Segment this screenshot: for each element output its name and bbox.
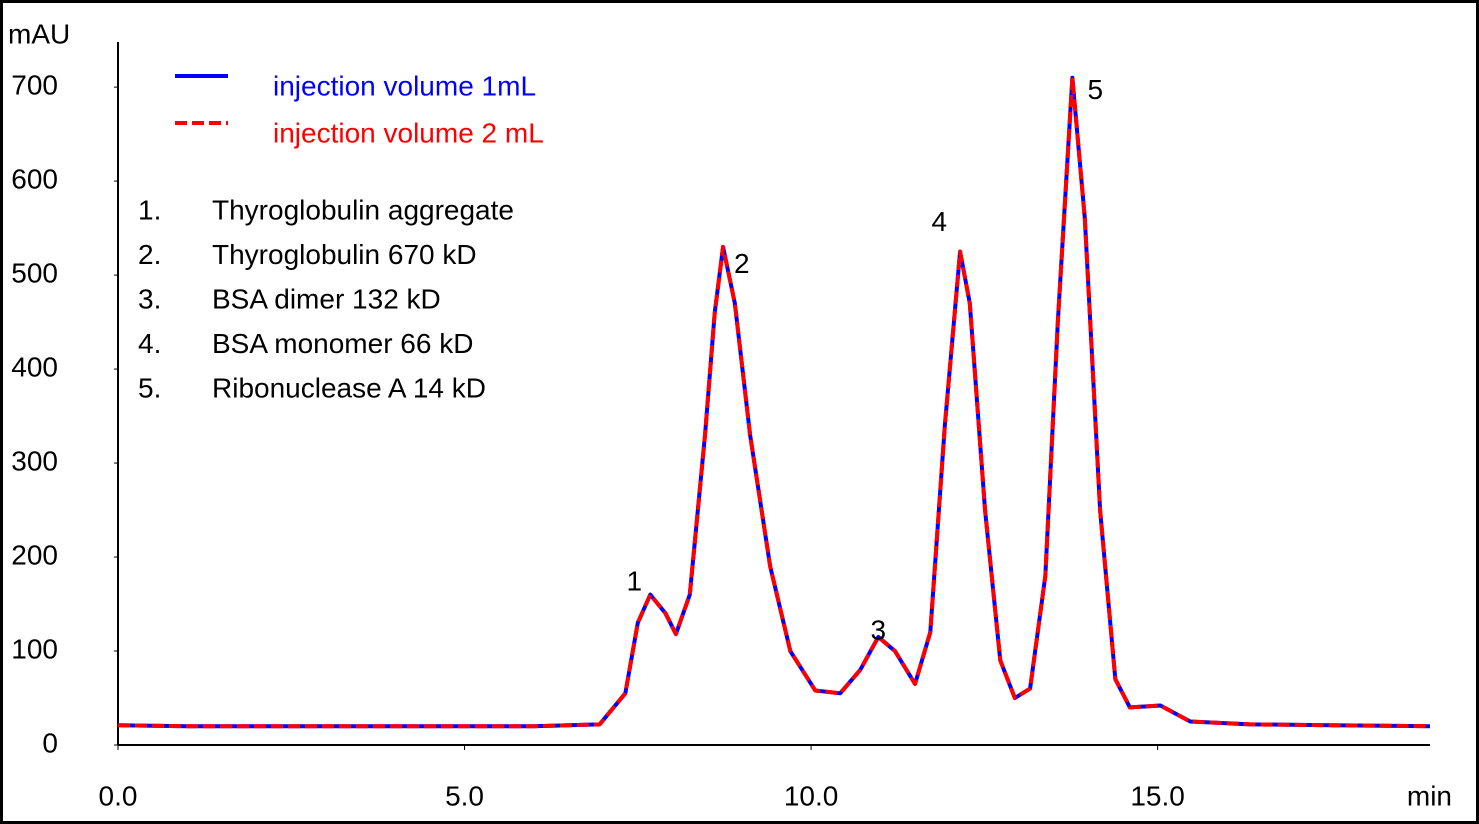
component-number: 2. <box>138 239 161 270</box>
component-number: 1. <box>138 194 161 225</box>
y-tick-label: 100 <box>11 633 58 664</box>
x-tick-label: 10.0 <box>784 780 839 811</box>
y-tick-label: 0 <box>42 727 58 758</box>
peak-label: 1 <box>627 566 643 597</box>
component-name: BSA dimer 132 kD <box>212 283 441 314</box>
y-tick-label: 400 <box>11 351 58 382</box>
component-name: Ribonuclease A 14 kD <box>212 372 486 403</box>
legend-label: injection volume 2 mL <box>273 117 544 148</box>
x-tick-label: 15.0 <box>1130 780 1185 811</box>
y-tick-label: 700 <box>11 70 58 101</box>
component-name: Thyroglobulin 670 kD <box>212 239 477 270</box>
component-number: 5. <box>138 372 161 403</box>
component-name: BSA monomer 66 kD <box>212 328 473 359</box>
peak-label: 4 <box>932 206 948 237</box>
y-axis-label: mAU <box>8 18 70 49</box>
y-tick-label: 300 <box>11 445 58 476</box>
x-tick-label: 0.0 <box>99 780 138 811</box>
x-tick-label: 5.0 <box>445 780 484 811</box>
component-number: 3. <box>138 283 161 314</box>
component-number: 4. <box>138 328 161 359</box>
y-tick-label: 500 <box>11 257 58 288</box>
series-line <box>117 75 1431 729</box>
x-axis-label: min <box>1407 780 1452 811</box>
peak-label: 5 <box>1087 74 1103 105</box>
legend-label: injection volume 1mL <box>273 70 536 101</box>
component-name: Thyroglobulin aggregate <box>212 194 514 225</box>
peak-label: 2 <box>734 248 750 279</box>
y-tick-label: 600 <box>11 163 58 194</box>
y-tick-label: 200 <box>11 539 58 570</box>
peak-label: 3 <box>871 615 887 646</box>
